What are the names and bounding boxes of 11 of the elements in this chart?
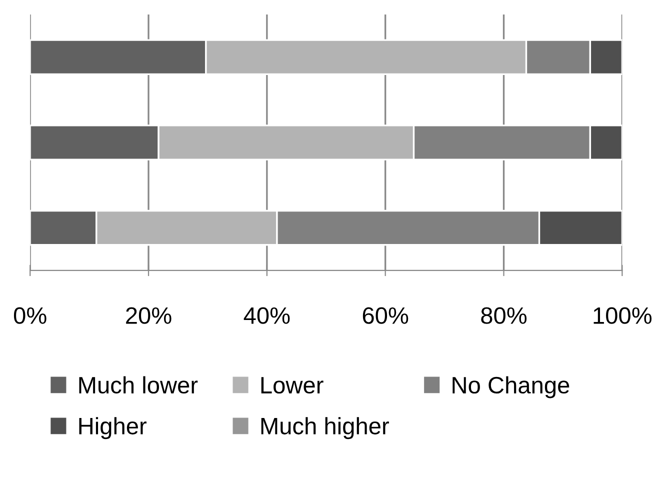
x-tick-label: 60% (362, 307, 408, 324)
x-tick-label: 80% (481, 307, 527, 324)
x-tick-label: 0% (14, 307, 46, 324)
x-tick-label: 100% (594, 307, 652, 324)
x-tick-label: 20% (126, 307, 172, 324)
legend-label: No Change (452, 376, 570, 398)
legend-label: Lower (261, 377, 324, 394)
legend-label: Much higher (261, 417, 389, 440)
x-tick-label: 40% (244, 307, 290, 324)
legend-label: Higher (79, 417, 146, 440)
legend-label: Much lower (79, 376, 198, 394)
